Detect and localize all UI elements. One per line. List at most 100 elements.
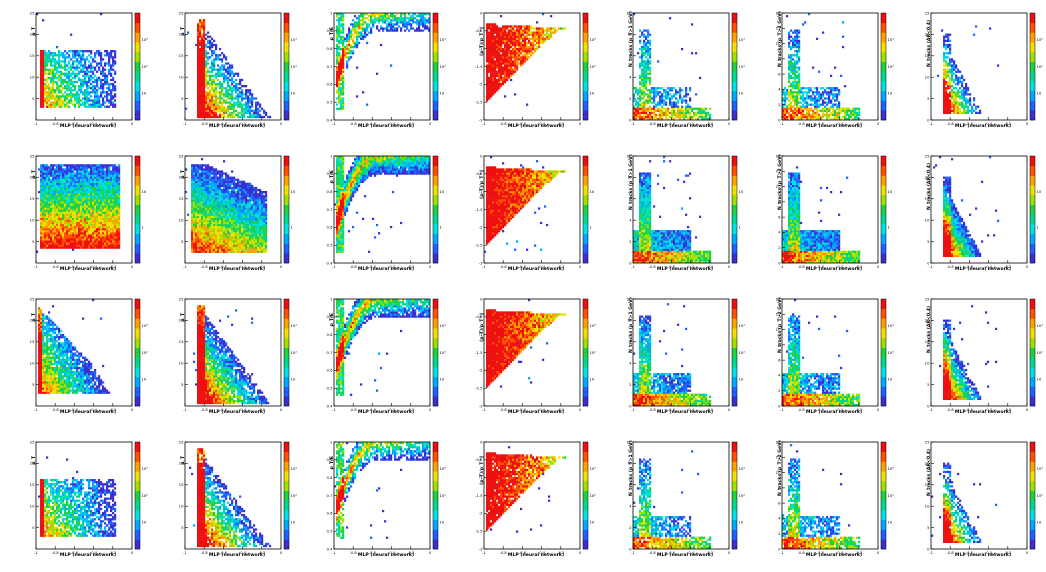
- heatmap-cell: [965, 82, 968, 86]
- heatmap-cell: [66, 52, 69, 55]
- heatmap-cell: [72, 188, 75, 192]
- heatmap-cell: [338, 60, 341, 63]
- heatmap-cell: [54, 95, 57, 98]
- heatmap-cell: [50, 97, 53, 100]
- heatmap-cell: [786, 109, 789, 112]
- heatmap-cell: [233, 74, 236, 77]
- heatmap-cell: [364, 17, 367, 20]
- heatmap-cell: [790, 45, 793, 49]
- heatmap-cell: [542, 31, 545, 34]
- heatmap-cell: [243, 115, 246, 119]
- heatmap-cell: [40, 89, 43, 92]
- heatmap-cell: [74, 232, 77, 235]
- heatmap-cell: [526, 43, 529, 47]
- heatmap-cell: [390, 64, 393, 67]
- heatmap-cell: [211, 99, 214, 102]
- heatmap-cell: [506, 76, 509, 80]
- heatmap-cell: [40, 97, 43, 100]
- heatmap-cell: [338, 70, 341, 73]
- heatmap-cell: [241, 97, 244, 100]
- heatmap-cell: [852, 109, 855, 112]
- heatmap-cell: [782, 111, 785, 115]
- y-tick-label: -0.5: [475, 28, 483, 33]
- heatmap-cell: [390, 25, 393, 28]
- heatmap-cell: [213, 93, 216, 96]
- heatmap-cell: [794, 68, 797, 71]
- heatmap-cell: [64, 80, 67, 84]
- heatmap-cell: [641, 105, 644, 108]
- heatmap-cell: [943, 99, 946, 102]
- heatmap-cell: [830, 107, 833, 110]
- heatmap-cell: [969, 97, 972, 100]
- heatmap-cell: [42, 74, 45, 77]
- heatmap-cell: [221, 105, 224, 108]
- heatmap-cell: [496, 58, 499, 61]
- heatmap-cell: [647, 97, 650, 100]
- y-tick-label: 2: [629, 96, 632, 101]
- heatmap-cell: [798, 101, 801, 104]
- heatmap-cell: [342, 64, 345, 67]
- heatmap-cell: [211, 105, 214, 108]
- heatmap-cell: [518, 62, 521, 65]
- heatmap-cell: [245, 89, 248, 92]
- heatmap-cell: [74, 207, 77, 210]
- heatmap-cell: [104, 72, 107, 75]
- heatmap-cell: [673, 101, 676, 104]
- heatmap-cell: [213, 58, 216, 61]
- heatmap-cell: [842, 35, 845, 38]
- heatmap-cell: [50, 225, 53, 229]
- heatmap-cell: [74, 164, 77, 167]
- heatmap-cell: [72, 174, 75, 177]
- heatmap-cells: [185, 19, 272, 119]
- heatmap-cell: [390, 21, 393, 24]
- heatmap-cell: [58, 228, 61, 231]
- heatmap-cell: [681, 99, 684, 102]
- heatmap-cell: [490, 37, 493, 40]
- heatmap-cell: [241, 93, 244, 96]
- heatmap-cell: [56, 95, 59, 98]
- heatmap-cell: [88, 103, 91, 106]
- heatmap-cell: [661, 93, 664, 96]
- heatmap-cell: [227, 101, 230, 104]
- heatmap-cell: [46, 97, 49, 100]
- heatmap-cell: [64, 174, 67, 177]
- heatmap-cell: [74, 56, 77, 59]
- heatmap-cell: [494, 52, 497, 55]
- heatmap-cell: [705, 115, 708, 119]
- heatmap-cell: [643, 103, 646, 106]
- heatmap-cell: [205, 109, 208, 112]
- heatmap-cell: [342, 89, 345, 92]
- heatmap-cell: [979, 109, 982, 112]
- heatmap-cell: [207, 39, 210, 43]
- heatmap-cell: [488, 95, 491, 98]
- heatmap-cell: [693, 115, 696, 119]
- heatmap-cell: [947, 101, 950, 104]
- heatmap-cell: [199, 23, 202, 26]
- heatmap-cell: [40, 211, 43, 214]
- heatmap-cell: [352, 52, 355, 55]
- heatmap-cell: [201, 72, 204, 75]
- heatmap-cell: [249, 105, 252, 108]
- x-tick-label: -0.6: [817, 122, 825, 126]
- heatmap-cell: [50, 87, 53, 90]
- heatmap-cell: [80, 82, 83, 86]
- heatmap-cell: [56, 215, 59, 218]
- heatmap-cell: [540, 35, 543, 38]
- heatmap-cell: [227, 62, 230, 65]
- heatmap-cell: [492, 76, 495, 80]
- heatmap-cell: [959, 111, 962, 115]
- heatmap-cell: [957, 105, 960, 108]
- heatmap-cell: [70, 246, 73, 249]
- y-tick-label: -1.5: [475, 64, 483, 69]
- heatmap-cell: [669, 17, 672, 20]
- heatmap-cell: [46, 168, 49, 171]
- heatmap-cell: [635, 111, 638, 115]
- heatmap-cell: [336, 89, 339, 92]
- heatmap-cell: [516, 33, 519, 36]
- heatmap-cell: [812, 117, 815, 121]
- heatmap-cell: [963, 91, 966, 94]
- heatmap-cell: [370, 15, 373, 18]
- heatmap-cell: [201, 115, 204, 119]
- heatmap-cell: [221, 97, 224, 100]
- heatmap-cell: [500, 72, 503, 75]
